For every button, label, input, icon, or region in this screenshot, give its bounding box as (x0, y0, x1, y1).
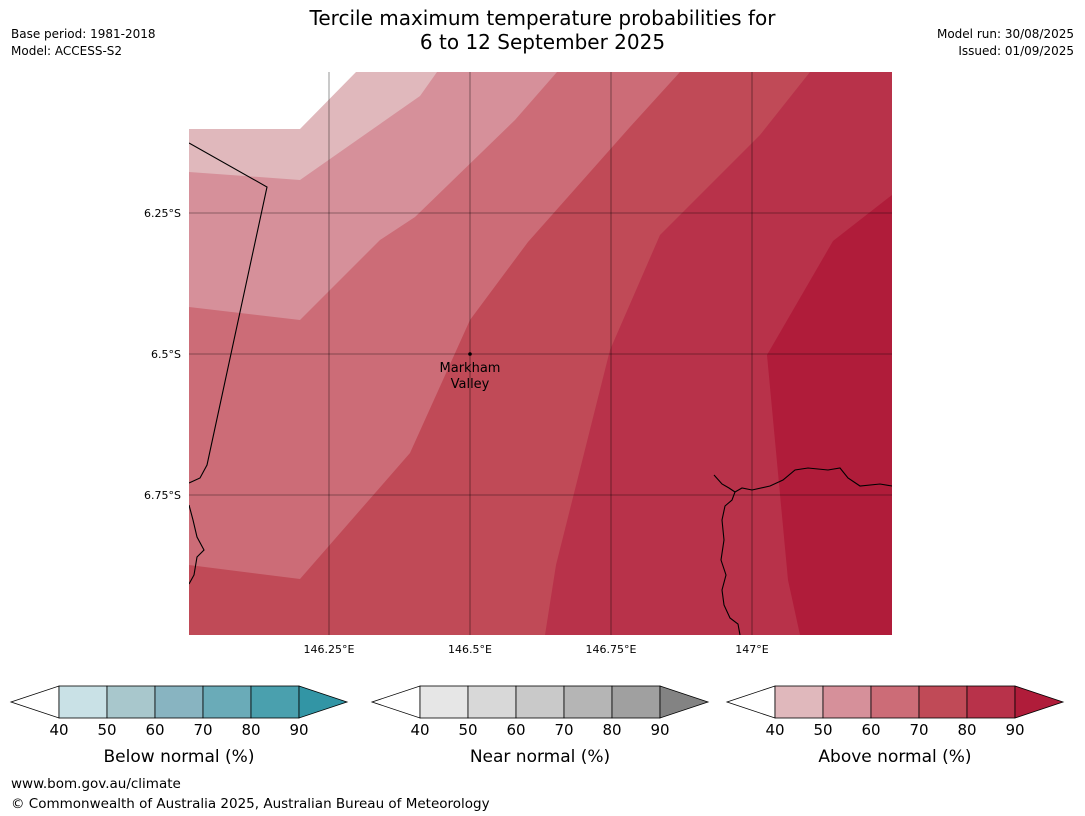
metadata-left: Base period: 1981-2018 Model: ACCESS-S2 (11, 26, 156, 60)
map-title: Tercile maximum temperature probabilitie… (0, 6, 1085, 54)
coast-east (713, 474, 741, 635)
legend-swatch (966, 685, 1016, 719)
model-run: Model run: 30/08/2025 (936, 27, 1074, 41)
location-label-line-1: Markham (440, 361, 501, 376)
legend-tick-label: 60 (861, 721, 880, 739)
legend-label: Below normal (%) (104, 747, 255, 767)
location-dot (468, 352, 472, 356)
legend-tick-label: 80 (241, 721, 260, 739)
base-period: Base period: 1981-2018 (11, 27, 156, 41)
lat-tick-label: 6.25°S (144, 207, 181, 220)
legend-extend-high (1014, 685, 1065, 719)
graticule: 6.25°S 6.5°S 6.75°S 146.25°E 146.5°E 146.75°E… (144, 72, 892, 656)
title-line-1: Tercile maximum temperature probabilitie… (309, 6, 776, 30)
location-label-line-2: Valley (451, 377, 490, 392)
legend-swatch (202, 685, 252, 719)
legend-tick-label: 60 (145, 721, 164, 739)
legend-swatch (106, 685, 156, 719)
lon-tick-label: 146.5°E (448, 643, 492, 656)
legend-extend-high (659, 685, 710, 719)
title-line-2: 6 to 12 September 2025 (419, 30, 666, 54)
legend-swatch (58, 685, 108, 719)
legend-area: 40 50 60 70 80 90 Below normal (%) 40 50 60 70 80 90… (9, 685, 1065, 767)
legend-swatch (870, 685, 920, 719)
legend-tick-label: 80 (602, 721, 621, 739)
legend-tick-label: 40 (49, 721, 68, 739)
legend-swatch (822, 685, 872, 719)
footer-url: www.bom.gov.au/climate (11, 776, 181, 792)
legend-label: Near normal (%) (470, 747, 610, 767)
legend-swatch (611, 685, 661, 719)
coast-west (189, 504, 205, 585)
legend-tick-label: 90 (1005, 721, 1024, 739)
lat-tick-label: 6.75°S (144, 489, 181, 502)
legend-swatch (563, 685, 613, 719)
probability-field (189, 72, 892, 635)
legend-swatch (250, 685, 300, 719)
legend-colorbar: 40 50 60 70 80 90 Below normal (%) (9, 685, 349, 767)
location-marker: Markham Valley (440, 352, 501, 392)
legend-swatch (918, 685, 968, 719)
legend-colorbar: 40 50 60 70 80 90 Above normal (%) (725, 685, 1065, 767)
legend-label: Above normal (%) (818, 747, 971, 767)
legend-tick-label: 80 (957, 721, 976, 739)
legend-colorbar: 40 50 60 70 80 90 Near normal (%) (370, 685, 710, 767)
legend-tick-label: 40 (410, 721, 429, 739)
footer-copyright: © Commonwealth of Australia 2025, Austra… (11, 796, 490, 812)
legend-tick-label: 70 (554, 721, 573, 739)
coastline (189, 142, 892, 635)
legend-extend-high (298, 685, 349, 719)
lon-tick-label: 146.25°E (304, 643, 355, 656)
legend-tick-label: 60 (506, 721, 525, 739)
legend-tick-label: 50 (458, 721, 477, 739)
legend-tick-label: 50 (813, 721, 832, 739)
lon-tick-label: 147°E (735, 643, 768, 656)
metadata-right: Model run: 30/08/2025 Issued: 01/09/2025 (937, 26, 1074, 60)
legend-swatch (467, 685, 517, 719)
lat-tick-label: 6.5°S (151, 348, 181, 361)
issued-date: Issued: 01/09/2025 (958, 44, 1074, 58)
lon-tick-label: 146.75°E (586, 643, 637, 656)
model-name: Model: ACCESS-S2 (11, 44, 123, 58)
probability-zone-above-90 (767, 195, 892, 635)
border-line (189, 142, 268, 484)
legend-swatch (774, 685, 824, 719)
legend-tick-label: 90 (289, 721, 308, 739)
legend-tick-label: 90 (650, 721, 669, 739)
legend-extend-low (370, 685, 421, 719)
coast-north-east (734, 467, 892, 493)
legend-swatch (154, 685, 204, 719)
legend-tick-label: 70 (909, 721, 928, 739)
legend-tick-label: 50 (97, 721, 116, 739)
legend-swatch (515, 685, 565, 719)
legend-tick-label: 40 (765, 721, 784, 739)
legend-extend-low (725, 685, 776, 719)
legend-swatch (419, 685, 469, 719)
legend-extend-low (9, 685, 60, 719)
legend-tick-label: 70 (193, 721, 212, 739)
